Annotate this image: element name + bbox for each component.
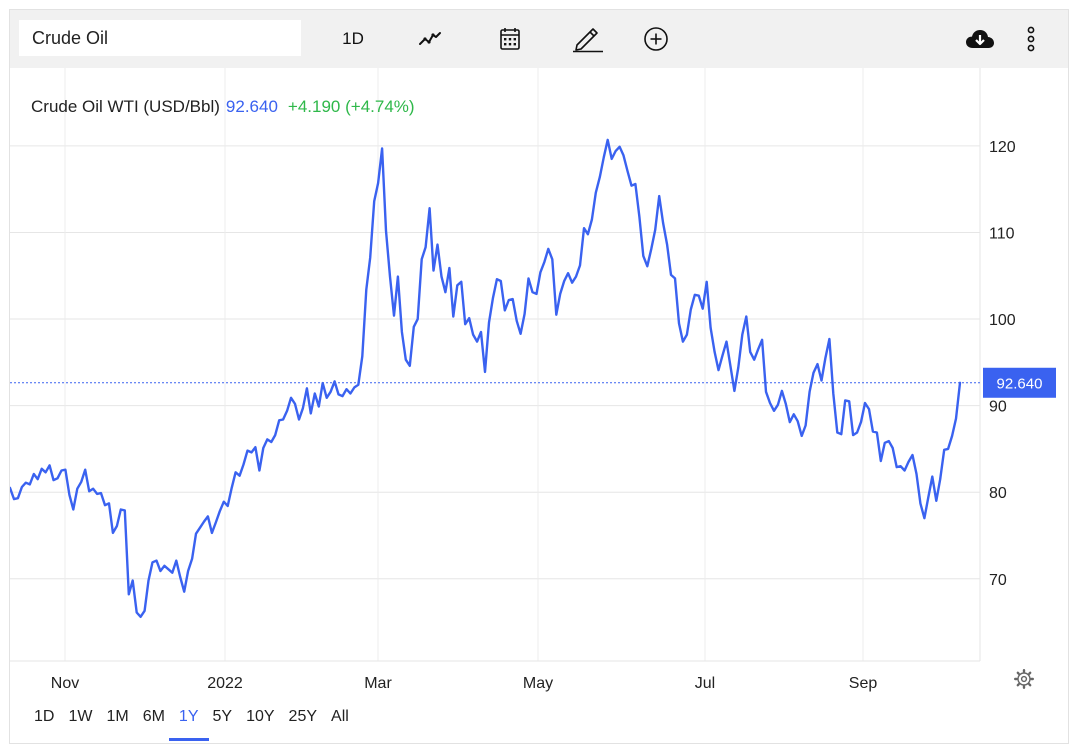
range-button-all[interactable]: All [331,708,349,725]
price-chart: 70 80 90 100 110 120 Nov 2022 Mar May Jul Sep 92.6… [10,68,1056,692]
search-input[interactable] [19,20,301,56]
current-price: 92.640 [226,97,278,116]
y-tick-label: 120 [989,139,1016,156]
series-line [10,138,962,618]
last-value-badge [983,367,1056,398]
x-tick-label: Sep [849,675,878,692]
plus-circle-icon [644,27,668,51]
calendar-icon [500,28,520,50]
y-tick-label: 100 [989,312,1016,329]
range-button-1w[interactable]: 1W [68,708,93,725]
more-vertical-icon [1027,26,1035,52]
toolbar: 1D [10,10,1068,68]
y-axis: 70 80 90 100 110 120 [989,139,1016,589]
price-change: +4.190 (+4.74%) [288,97,415,116]
settings-button[interactable] [1013,668,1035,690]
chart-widget: 1D [9,9,1069,744]
range-button-6m[interactable]: 6M [142,708,165,725]
range-button-25y[interactable]: 25Y [288,708,318,725]
gear-icon [1013,668,1035,690]
chart-header: Crude Oil WTI (USD/Bbl) 92.640 +4.190 (+4.… [31,97,415,116]
download-button[interactable] [960,22,1000,56]
pencil-icon [573,28,603,53]
last-value-label: 92.640 [997,375,1043,392]
y-tick-label: 70 [989,572,1007,589]
instrument-name: Crude Oil WTI (USD/Bbl) [31,97,220,116]
time-range-selector: 1D 1W 1M 6M 1Y 5Y 10Y 25Y All [27,705,356,745]
range-button-1m[interactable]: 1M [106,708,129,725]
chart-type-button[interactable] [408,22,452,56]
line-chart-icon [419,32,441,45]
x-axis: Nov 2022 Mar May Jul Sep [51,675,878,692]
range-button-1d[interactable]: 1D [34,708,55,725]
x-tick-label: Jul [695,675,715,692]
range-button-5y[interactable]: 5Y [212,708,233,725]
y-tick-label: 90 [989,399,1007,416]
more-options-button[interactable] [1016,22,1046,56]
range-button-10y[interactable]: 10Y [246,708,275,725]
x-tick-label: Nov [51,675,79,692]
add-indicator-button[interactable] [634,22,678,56]
range-button-1y[interactable]: 1Y [168,705,209,741]
cloud-download-icon [966,30,994,48]
y-tick-label: 110 [989,225,1015,242]
x-tick-label: 2022 [207,675,243,692]
date-range-button[interactable] [488,22,532,56]
draw-button[interactable] [562,22,612,56]
y-tick-label: 80 [989,485,1007,502]
gridlines [10,68,980,661]
interval-button[interactable]: 1D [342,29,364,48]
x-tick-label: May [523,675,553,692]
x-tick-label: Mar [364,675,392,692]
